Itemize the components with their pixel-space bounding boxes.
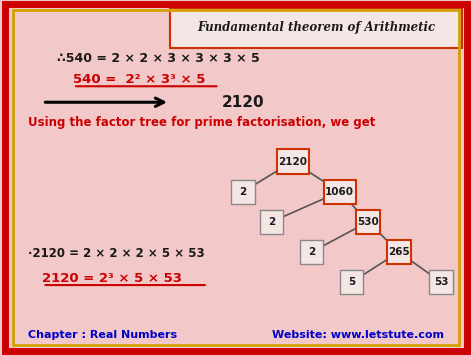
Text: 265: 265 [388, 247, 410, 257]
Text: 530: 530 [357, 217, 379, 227]
Text: 2: 2 [308, 247, 315, 257]
Text: 540 =  2² × 3³ × 5: 540 = 2² × 3³ × 5 [73, 73, 206, 86]
Text: 2120: 2120 [278, 157, 307, 166]
Text: 2: 2 [239, 187, 246, 197]
Text: Chapter : Real Numbers: Chapter : Real Numbers [28, 331, 177, 340]
Text: 2: 2 [268, 217, 275, 227]
FancyBboxPatch shape [260, 210, 283, 234]
FancyBboxPatch shape [356, 210, 380, 234]
Text: 2120: 2120 [222, 95, 264, 110]
FancyBboxPatch shape [340, 270, 364, 294]
FancyBboxPatch shape [276, 149, 309, 174]
Text: Website: www.letstute.com: Website: www.letstute.com [272, 331, 444, 340]
FancyBboxPatch shape [170, 8, 463, 48]
Text: 53: 53 [434, 277, 448, 287]
Text: Using the factor tree for prime factorisation, we get: Using the factor tree for prime factoris… [28, 116, 376, 129]
FancyBboxPatch shape [231, 180, 255, 204]
Text: ∴540 = 2 × 2 × 3 × 3 × 3 × 5: ∴540 = 2 × 2 × 3 × 3 × 3 × 5 [56, 52, 259, 65]
Text: ∙2120 = 2 × 2 × 2 × 5 × 53: ∙2120 = 2 × 2 × 2 × 5 × 53 [28, 247, 205, 260]
Text: 5: 5 [348, 277, 355, 287]
Text: 2120 = 2³ × 5 × 53: 2120 = 2³ × 5 × 53 [43, 272, 182, 285]
FancyBboxPatch shape [429, 270, 453, 294]
Text: 1060: 1060 [325, 187, 354, 197]
FancyBboxPatch shape [300, 240, 323, 264]
FancyBboxPatch shape [324, 180, 356, 204]
FancyBboxPatch shape [387, 240, 410, 264]
Text: Fundamental theorem of Arithmetic: Fundamental theorem of Arithmetic [197, 21, 435, 34]
